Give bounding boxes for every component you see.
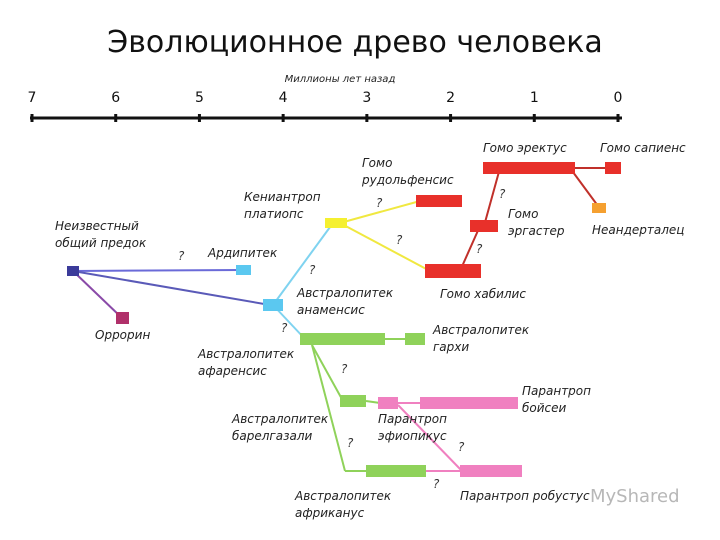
species-label: Гомо эректус	[483, 141, 567, 155]
species-label: Австралопитек	[432, 323, 530, 337]
species-label: Парантроп	[522, 384, 591, 398]
connector	[483, 167, 501, 227]
species-label: Парантроп	[378, 412, 447, 426]
uncertainty-mark: ?	[341, 362, 348, 376]
connector	[72, 270, 123, 319]
uncertainty-mark: ?	[347, 436, 354, 450]
species-label: Неандерталец	[592, 223, 684, 237]
tick-label: 0	[614, 90, 623, 106]
species-bar	[405, 333, 425, 345]
connectors	[72, 167, 605, 472]
connector	[72, 269, 244, 272]
title: Эволюционное древо человека	[107, 25, 602, 60]
watermark: MyShared	[590, 486, 680, 507]
uncertainty-mark: ?	[396, 233, 403, 247]
species-bar	[425, 264, 481, 278]
species-label: Гомо хабилис	[440, 287, 526, 301]
species-bar	[340, 395, 366, 407]
uncertainty-mark: ?	[433, 477, 440, 491]
species-bar	[378, 397, 398, 409]
species-label: Гомо сапиенс	[600, 141, 686, 155]
species-label: Гомо	[362, 156, 392, 170]
species-label: Австралопитек	[296, 286, 394, 300]
connector	[459, 225, 481, 272]
tick-label: 4	[279, 90, 288, 106]
uncertainty-mark: ?	[458, 440, 465, 454]
connector	[72, 270, 271, 306]
species-label: Австралопитек	[197, 347, 295, 361]
uncertainty-mark: ?	[309, 263, 316, 277]
species-bar	[460, 465, 522, 477]
species-label: гархи	[433, 340, 469, 354]
species-bar	[236, 265, 251, 275]
species-bar	[67, 266, 79, 276]
species-label: рудольфенсис	[361, 173, 454, 187]
species-label: Австралопитек	[294, 489, 392, 503]
connector	[339, 222, 431, 272]
species-bar	[420, 397, 518, 409]
species-label: Гомо	[508, 207, 538, 221]
species-bar	[416, 195, 462, 207]
species-label: анаменсис	[297, 303, 365, 317]
uncertainty-mark: ?	[376, 196, 383, 210]
species-label: эфиопикус	[378, 429, 447, 443]
connector	[272, 222, 334, 306]
uncertainty-mark: ?	[178, 249, 185, 263]
species-label: Кениантроп	[244, 190, 321, 204]
species-bar	[605, 162, 621, 174]
species-bar	[116, 312, 129, 324]
species-bar	[300, 333, 385, 345]
species-bar	[470, 220, 498, 232]
tick-label: 7	[28, 90, 37, 106]
species-label: бойсеи	[522, 401, 567, 415]
species-bar	[592, 203, 606, 213]
species-label: Оррорин	[95, 328, 150, 342]
species-label: платиопс	[244, 207, 304, 221]
uncertainty-mark: ?	[281, 321, 288, 335]
species-label: афаренсис	[198, 364, 267, 378]
species-bar	[325, 218, 347, 228]
tick-label: 5	[195, 90, 204, 106]
species-label: Неизвестный	[55, 219, 139, 233]
connector	[365, 400, 381, 404]
connector	[311, 344, 346, 472]
uncertainty-mark: ?	[499, 187, 506, 201]
species-label: Парантроп робустус	[460, 489, 590, 503]
uncertainty-mark: ?	[476, 242, 483, 256]
species-label: эргастер	[508, 224, 565, 238]
species-label: общий предок	[55, 236, 147, 250]
tick-label: 6	[111, 90, 120, 106]
connector	[569, 167, 599, 207]
species-bar	[366, 465, 426, 477]
tick-label: 2	[446, 90, 455, 106]
tick-label: 3	[362, 90, 371, 106]
connector	[397, 404, 463, 472]
species-label: барелгазали	[232, 429, 312, 443]
species-bar	[483, 162, 575, 174]
species-bar	[263, 299, 283, 311]
connector	[339, 200, 421, 224]
connector	[311, 344, 344, 402]
tick-label: 1	[530, 90, 539, 106]
species-label: Австралопитек	[231, 412, 329, 426]
species-label: африканус	[295, 506, 365, 520]
timeline-label: Миллионы лет назад	[285, 74, 396, 85]
species-label: Ардипитек	[207, 246, 278, 260]
